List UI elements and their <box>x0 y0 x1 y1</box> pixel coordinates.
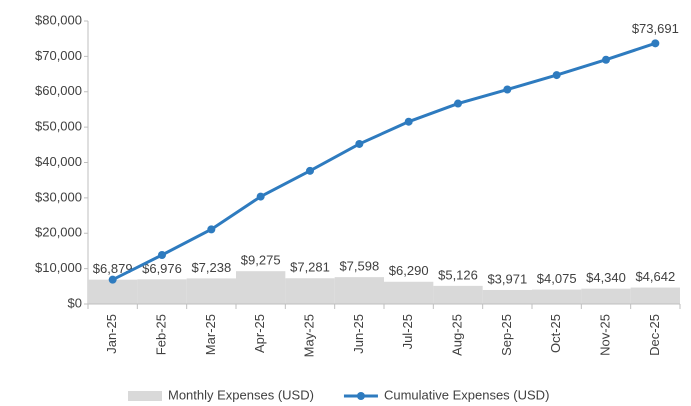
y-tick-label: $70,000 <box>35 48 82 63</box>
bar-value-label: $4,075 <box>537 271 577 286</box>
x-tick-label: Oct-25 <box>548 314 563 353</box>
bar-value-label: $6,290 <box>389 263 429 278</box>
bar-value-label: $3,971 <box>487 271 527 286</box>
bar <box>285 278 335 304</box>
line-value-label: $73,691 <box>632 21 679 36</box>
bar <box>236 271 286 304</box>
y-tick-label: $10,000 <box>35 260 82 275</box>
legend-swatch <box>128 391 162 401</box>
bar-value-label: $6,879 <box>93 261 133 276</box>
y-tick-label: $60,000 <box>35 83 82 98</box>
line-point <box>256 192 265 201</box>
line <box>111 41 656 282</box>
bar <box>630 287 680 304</box>
x-tick-label: Feb-25 <box>153 314 168 355</box>
bar <box>334 277 384 304</box>
line-point <box>355 139 364 148</box>
legend-label: Monthly Expenses (USD) <box>168 387 314 402</box>
line-point <box>651 39 660 48</box>
bar-value-label: $9,275 <box>241 253 281 268</box>
bar-value-label: $7,598 <box>339 259 379 274</box>
bar-value-label: $4,340 <box>586 270 626 285</box>
x-tick-label: Aug-25 <box>449 314 464 356</box>
line-point <box>454 99 462 108</box>
x-tick-label: Sep-25 <box>499 314 514 356</box>
legend-label: Cumulative Expenses (USD) <box>384 387 549 402</box>
y-tick-label: $0 <box>68 295 82 310</box>
x-tick-label: Apr-25 <box>252 314 267 353</box>
bar-value-label: $6,976 <box>142 261 182 276</box>
bar <box>482 289 532 304</box>
x-tick-label: Jul-25 <box>400 314 415 349</box>
legend-swatch-point <box>356 392 365 400</box>
y-tick-label: $50,000 <box>35 119 82 134</box>
line-point <box>602 55 610 64</box>
x-tick-label: Jan-25 <box>104 314 119 354</box>
line-point <box>552 71 561 80</box>
y-tick-label: $30,000 <box>35 189 82 204</box>
bar-value-label: $5,126 <box>438 267 478 282</box>
bar <box>433 285 483 304</box>
y-tick-label: $40,000 <box>35 154 82 169</box>
line-point <box>108 275 117 284</box>
bar-value-label: $7,238 <box>191 260 231 275</box>
bar <box>581 288 631 304</box>
line-point <box>404 117 413 126</box>
x-tick-label: May-25 <box>301 314 316 357</box>
y-tick-label: $20,000 <box>35 225 82 240</box>
bar <box>137 279 187 304</box>
bar <box>88 279 138 304</box>
bar-value-label: $7,281 <box>290 260 330 275</box>
y-tick-label: $80,000 <box>35 12 82 27</box>
line-point <box>207 225 216 234</box>
x-tick-label: Dec-25 <box>647 314 662 356</box>
x-tick-label: Jun-25 <box>351 314 366 354</box>
bar <box>186 278 236 304</box>
line-point <box>306 166 314 175</box>
x-tick-label: Mar-25 <box>203 314 218 355</box>
line-point <box>158 250 166 259</box>
line-point <box>503 85 512 94</box>
bar <box>384 281 434 304</box>
bar-value-label: $4,642 <box>635 269 675 284</box>
bar <box>532 289 582 304</box>
x-tick-label: Nov-25 <box>597 314 612 356</box>
